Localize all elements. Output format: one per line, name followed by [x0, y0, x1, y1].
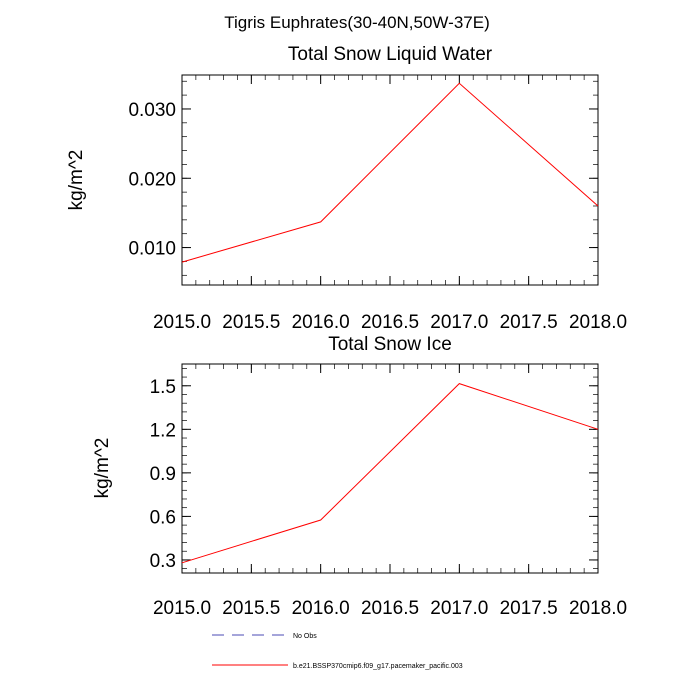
axis-ticks — [181, 364, 599, 573]
x-tick-label: 2018.0 — [569, 598, 627, 619]
x-tick-label: 2018.0 — [569, 312, 627, 333]
y-tick-label: 0.9 — [150, 464, 176, 485]
series-line — [181, 82, 599, 263]
figure-title: Tigris Euphrates(30-40N,50W-37E) — [224, 13, 490, 32]
y-tick-label: 0.3 — [150, 551, 176, 572]
legend-label-model: b.e21.BSSP370cmip6.f09_g17.pacemaker_pac… — [293, 663, 463, 670]
y-tick-label: 0.6 — [150, 507, 176, 528]
series-lines — [181, 82, 599, 263]
panel-snow-ice: Total Snow Ice kg/m^2 2015.0 2015.5 2016.0… — [92, 334, 627, 619]
y-tick-label: 0.030 — [128, 100, 176, 121]
x-tick-label: 2015.0 — [153, 598, 211, 619]
y-tick-labels: 0.010 0.020 0.030 — [128, 100, 176, 260]
legend-label-no-obs: No Obs — [293, 633, 317, 640]
x-tick-labels: 2015.0 2015.5 2016.0 2016.5 2017.0 2017.5 2018… — [153, 312, 627, 333]
plot-frame — [181, 74, 599, 286]
x-tick-label: 2017.5 — [500, 312, 558, 333]
series-lines — [181, 383, 599, 564]
panel-title: Total Snow Ice — [328, 334, 452, 355]
y-axis-label: kg/m^2 — [66, 150, 87, 211]
y-tick-label: 0.020 — [128, 169, 176, 190]
x-tick-label: 2017.0 — [430, 312, 488, 333]
x-tick-label: 2016.5 — [361, 312, 419, 333]
x-tick-label: 2016.0 — [292, 312, 350, 333]
panel-snow-liquid-water: Total Snow Liquid Water kg/m^2 2015.0 201… — [66, 44, 627, 333]
x-tick-label: 2015.5 — [222, 312, 280, 333]
x-tick-label: 2016.0 — [292, 598, 350, 619]
legend: No Obs b.e21.BSSP370cmip6.f09_g17.pacema… — [212, 633, 463, 670]
x-tick-label: 2017.5 — [500, 598, 558, 619]
series-line — [181, 383, 599, 564]
y-tick-labels: 0.3 0.6 0.9 1.2 1.5 — [150, 377, 176, 572]
x-tick-labels: 2015.0 2015.5 2016.0 2016.5 2017.0 2017.5 2018… — [153, 598, 627, 619]
axis-ticks — [181, 75, 599, 285]
x-tick-label: 2015.5 — [222, 598, 280, 619]
panel-title: Total Snow Liquid Water — [288, 44, 493, 65]
x-tick-label: 2015.0 — [153, 312, 211, 333]
x-tick-label: 2017.0 — [430, 598, 488, 619]
y-tick-label: 0.010 — [128, 239, 176, 260]
plot-frame — [181, 363, 599, 574]
y-tick-label: 1.2 — [150, 420, 176, 441]
x-tick-label: 2016.5 — [361, 598, 419, 619]
y-tick-label: 1.5 — [150, 377, 176, 398]
y-axis-label: kg/m^2 — [92, 438, 113, 499]
